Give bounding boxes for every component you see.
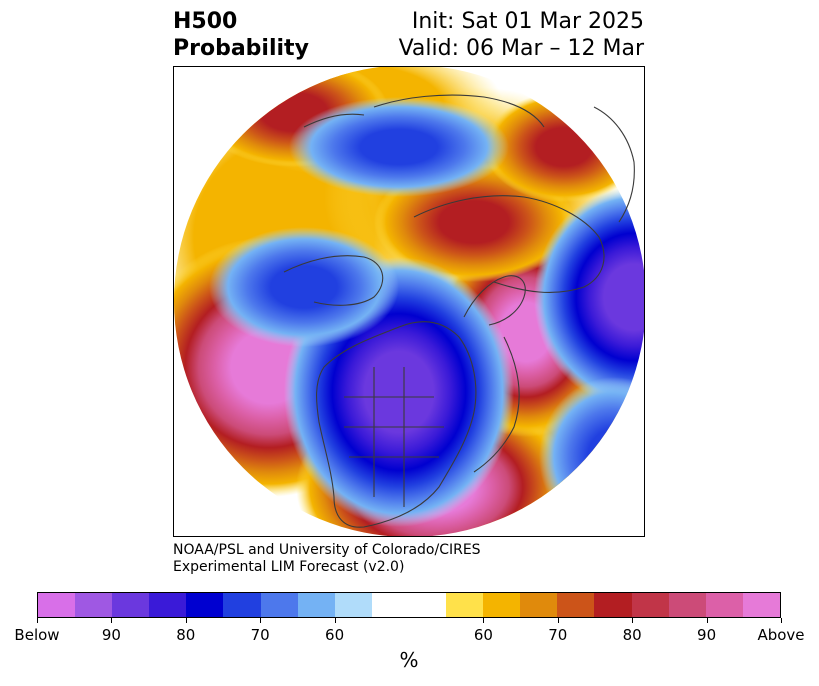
colorbar-tick-label: 80: [176, 626, 196, 644]
chart-title: H500 Probability: [173, 8, 309, 62]
colorbar-swatch: [668, 593, 706, 617]
colorbar-tickmark: [37, 618, 38, 623]
colorbar-swatch: [223, 593, 261, 617]
title-variable: H500: [173, 9, 238, 34]
title-product: Probability: [173, 36, 309, 61]
colorbar-tick-label: 70: [250, 626, 270, 644]
colorbar-tick-label: 60: [325, 626, 345, 644]
colorbar-tickmark: [111, 618, 113, 623]
colorbar-swatch: [742, 593, 780, 617]
colorbar-swatch: [705, 593, 743, 617]
colorbar-tick-label: Below: [14, 626, 60, 644]
colorbar-tickmark: [781, 618, 782, 623]
colorbar-tick-label: 80: [622, 626, 642, 644]
colorbar-swatch: [75, 593, 113, 617]
colorbar-tick-label: 90: [101, 626, 121, 644]
colorbar-unit: %: [399, 648, 419, 672]
colorbar-swatch: [520, 593, 558, 617]
valid-range: Valid: 06 Mar – 12 Mar: [398, 36, 644, 61]
colorbar-tick-label: 70: [548, 626, 568, 644]
colorbar-swatch: [371, 593, 409, 617]
colorbar-swatch: [260, 593, 298, 617]
colorbar-swatch: [334, 593, 372, 617]
colorbar-swatch: [557, 593, 595, 617]
colorbar-swatch: [38, 593, 76, 617]
colorbar-tickmark: [557, 618, 559, 623]
colorbar-swatch: [186, 593, 224, 617]
colorbar-tickmark: [483, 618, 485, 623]
colorbar-tick-label: Above: [757, 626, 805, 644]
colorbar: [37, 592, 781, 618]
polar-map: [174, 67, 644, 536]
colorbar-tick-label: 60: [473, 626, 493, 644]
credit-text: NOAA/PSL and University of Colorado/CIRE…: [173, 542, 481, 576]
colorbar-swatch: [483, 593, 521, 617]
anomaly-east-pacific: [209, 227, 399, 347]
colorbar-tickmark: [334, 618, 336, 623]
colorbar-swatch: [149, 593, 187, 617]
colorbar-tickmark: [260, 618, 262, 623]
map-panel: [173, 66, 645, 537]
colorbar-swatch: [446, 593, 484, 617]
anomaly-arctic: [289, 97, 509, 197]
credit-line-1: NOAA/PSL and University of Colorado/CIRE…: [173, 542, 481, 558]
anomaly-eurasia: [534, 187, 644, 407]
colorbar-tickmark: [632, 618, 634, 623]
coastlines: [283, 94, 635, 528]
colorbar-swatch: [112, 593, 150, 617]
colorbar-tickmark: [706, 618, 708, 623]
forecast-dates: Init: Sat 01 Mar 2025 Valid: 06 Mar – 12…: [399, 8, 644, 62]
init-date: Init: Sat 01 Mar 2025: [411, 9, 644, 34]
colorbar-tickmark: [185, 618, 187, 623]
colorbar-tick-label: 90: [697, 626, 717, 644]
credit-line-2: Experimental LIM Forecast (v2.0): [173, 559, 405, 575]
anomaly-field: [174, 67, 644, 536]
colorbar-swatch: [408, 593, 447, 617]
colorbar-swatch: [631, 593, 669, 617]
colorbar-swatch: [594, 593, 632, 617]
colorbar-swatch: [297, 593, 335, 617]
